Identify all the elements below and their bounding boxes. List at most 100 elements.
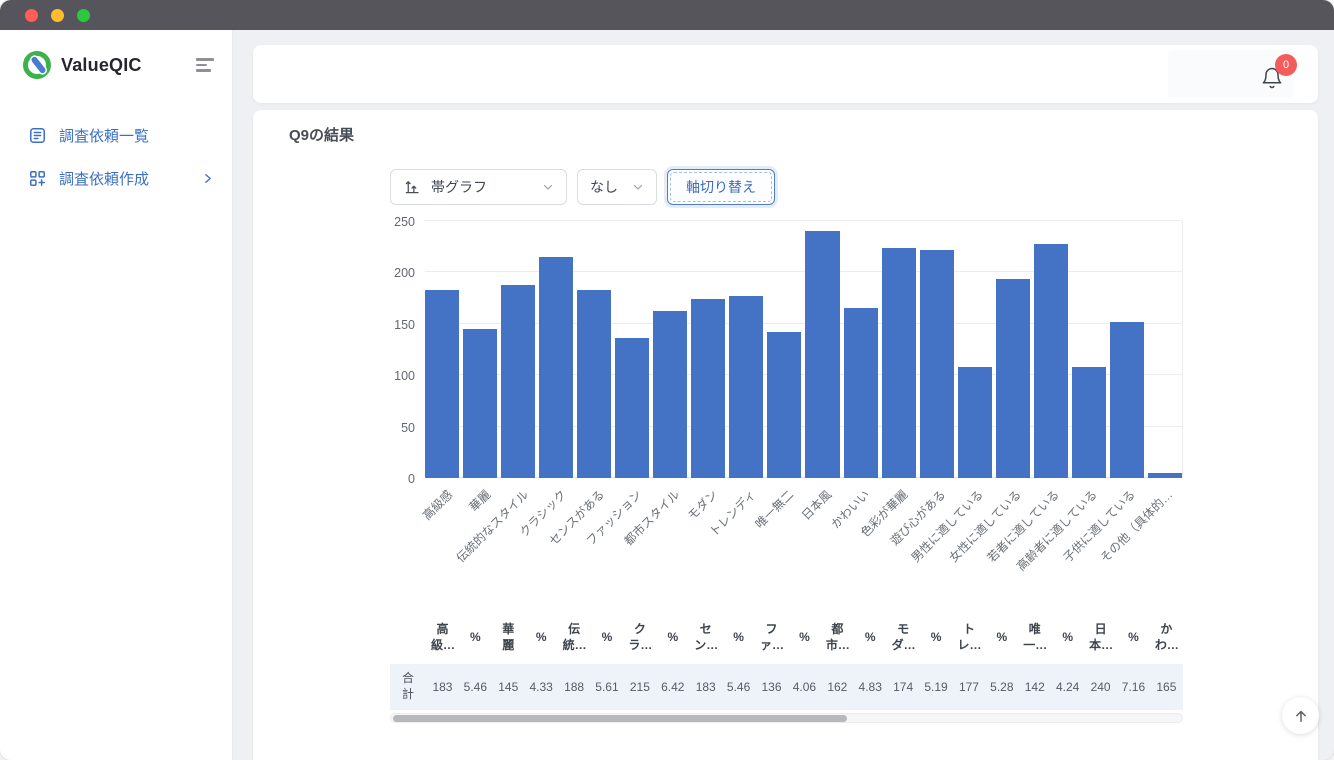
x-axis: 高級感華麗伝統的なスタイルクラシックセンスがあるファッション都市スタイルモダント… bbox=[425, 478, 1183, 604]
x-axis-label: 伝統的なスタイル bbox=[501, 478, 539, 604]
table-value-cell: 5.28 bbox=[985, 664, 1018, 710]
chart-bar bbox=[1072, 367, 1106, 478]
axis-toggle-button[interactable]: 軸切り替え bbox=[667, 169, 775, 205]
segment-value: なし bbox=[590, 177, 618, 197]
table-corner-cell bbox=[390, 610, 426, 664]
chevron-right-icon bbox=[201, 172, 214, 185]
chart-bar bbox=[920, 250, 954, 478]
chart-bar bbox=[691, 299, 725, 478]
table-column-header: % bbox=[854, 610, 887, 664]
chart-bar bbox=[1148, 473, 1182, 478]
chevron-down-icon bbox=[632, 181, 644, 193]
table-value-cell: 177 bbox=[953, 664, 986, 710]
app-window: ValueQIC 調査依頼一覧 bbox=[0, 0, 1334, 760]
notification-bell-button[interactable]: 0 bbox=[1260, 65, 1284, 91]
table-value-cell: 174 bbox=[887, 664, 920, 710]
document-list-icon bbox=[28, 126, 47, 145]
table-column-header: % bbox=[1117, 610, 1150, 664]
main-area: 0 Q9の結果 帯グラフ bbox=[233, 30, 1334, 760]
minimize-window-button[interactable] bbox=[51, 9, 64, 22]
table-column-header: % bbox=[722, 610, 755, 664]
grid-add-icon bbox=[28, 169, 47, 188]
x-axis-label: 日本風 bbox=[804, 478, 842, 604]
sidebar-menu: 調査依頼一覧 調査依頼作成 bbox=[0, 114, 232, 200]
brand-name: ValueQIC bbox=[61, 55, 142, 76]
close-window-button[interactable] bbox=[25, 9, 38, 22]
chart-bar bbox=[805, 231, 839, 478]
table-column-header: ファ… bbox=[755, 610, 788, 664]
table-total-row: 合計1835.461454.331885.612156.421835.46136… bbox=[390, 664, 1183, 710]
x-axis-label: モダン bbox=[690, 478, 728, 604]
table-column-header: 伝統… bbox=[558, 610, 591, 664]
sidebar-item-label: 調査依頼作成 bbox=[59, 168, 149, 189]
table-value-cell: 5.19 bbox=[920, 664, 953, 710]
table-column-header: % bbox=[985, 610, 1018, 664]
table-value-cell: 188 bbox=[558, 664, 591, 710]
y-axis: 050100150200250 bbox=[390, 221, 425, 478]
table-value-cell: 240 bbox=[1084, 664, 1117, 710]
sidebar-collapse-icon[interactable] bbox=[192, 54, 218, 76]
table-column-header: % bbox=[920, 610, 953, 664]
table-header-row: 高級…%華麗%伝統…%クラ…%セン…%ファ…%都市…%モダ…%トレ…%唯一…%日… bbox=[390, 610, 1183, 664]
table-column-header: 華麗 bbox=[492, 610, 525, 664]
chart-bar bbox=[539, 257, 573, 478]
sidebar-item-label: 調査依頼一覧 bbox=[59, 125, 149, 146]
valueqic-logo-icon bbox=[22, 50, 52, 80]
page-title: Q9の結果 bbox=[289, 124, 1282, 145]
sidebar: ValueQIC 調査依頼一覧 bbox=[0, 30, 233, 760]
table-column-header: モダ… bbox=[887, 610, 920, 664]
notification-count-badge: 0 bbox=[1275, 54, 1297, 76]
horizontal-scrollbar-thumb[interactable] bbox=[393, 715, 847, 723]
chart-bar bbox=[653, 311, 687, 478]
sidebar-item-survey-create[interactable]: 調査依頼作成 bbox=[0, 157, 232, 200]
scroll-to-top-button[interactable] bbox=[1282, 697, 1319, 734]
table-column-header: % bbox=[656, 610, 689, 664]
table-value-cell: 215 bbox=[623, 664, 656, 710]
table-value-cell: 183 bbox=[426, 664, 459, 710]
sidebar-item-survey-list[interactable]: 調査依頼一覧 bbox=[0, 114, 232, 157]
brand-row: ValueQIC bbox=[0, 30, 232, 80]
segment-select[interactable]: なし bbox=[577, 169, 657, 205]
table-column-header: クラ… bbox=[623, 610, 656, 664]
x-axis-label: かわいい bbox=[842, 478, 880, 604]
chart-bar bbox=[882, 248, 916, 478]
table-value-cell: 5.46 bbox=[459, 664, 492, 710]
macos-titlebar bbox=[0, 0, 1334, 30]
table-column-header: % bbox=[459, 610, 492, 664]
table-value-cell: 4.06 bbox=[788, 664, 821, 710]
x-axis-label: その他（具体的… bbox=[1145, 478, 1183, 604]
table-column-header: 高級… bbox=[426, 610, 459, 664]
chart-bar bbox=[767, 332, 801, 478]
x-axis-label: 都市スタイル bbox=[652, 478, 690, 604]
chevron-down-icon bbox=[542, 181, 554, 193]
chart-bar bbox=[577, 290, 611, 478]
y-tick-label: 200 bbox=[394, 266, 415, 280]
table-row-header: 合計 bbox=[390, 664, 426, 710]
arrow-up-icon bbox=[1292, 707, 1310, 725]
chart-bar bbox=[958, 367, 992, 478]
table-value-cell: 136 bbox=[755, 664, 788, 710]
chart-bar bbox=[425, 290, 459, 478]
chart-bar bbox=[501, 285, 535, 478]
bar-chart: 050100150200250 高級感華麗伝統的なスタイルクラシックセンスがある… bbox=[390, 221, 1183, 604]
zoom-window-button[interactable] bbox=[77, 9, 90, 22]
table-value-cell: 162 bbox=[821, 664, 854, 710]
table-value-cell: 5.46 bbox=[722, 664, 755, 710]
horizontal-scrollbar bbox=[390, 713, 1183, 723]
table-column-header: 唯一… bbox=[1018, 610, 1051, 664]
table-value-cell: 5.61 bbox=[591, 664, 624, 710]
chart-bar bbox=[463, 329, 497, 478]
table-value-cell: 145 bbox=[492, 664, 525, 710]
table-value-cell: 4.83 bbox=[854, 664, 887, 710]
x-axis-label: 高級感 bbox=[425, 478, 463, 604]
chart-bar bbox=[729, 296, 763, 478]
table-column-header: 日本… bbox=[1084, 610, 1117, 664]
table-value-cell: 183 bbox=[689, 664, 722, 710]
table-column-header: 都市… bbox=[821, 610, 854, 664]
y-tick-label: 100 bbox=[394, 369, 415, 383]
table-column-header: % bbox=[591, 610, 624, 664]
chart-bar bbox=[1034, 244, 1068, 478]
chart-type-select[interactable]: 帯グラフ bbox=[390, 169, 567, 205]
chart-bar bbox=[1110, 322, 1144, 478]
chart-bar bbox=[996, 279, 1030, 478]
